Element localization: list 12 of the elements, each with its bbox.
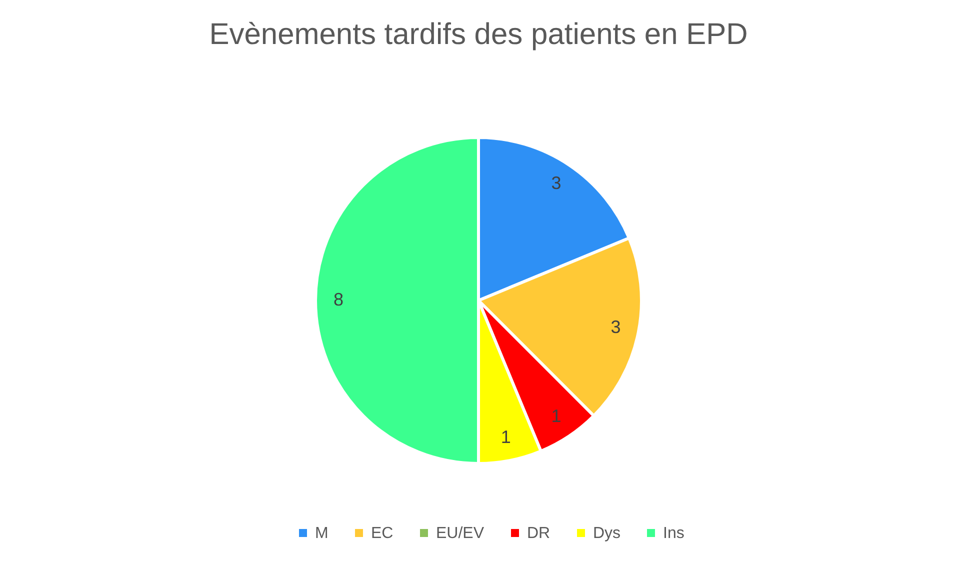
chart-title: Evènements tardifs des patients en EPD xyxy=(209,18,748,51)
legend-label: Dys xyxy=(593,525,621,542)
data-label: 3 xyxy=(551,173,562,194)
legend-label: M xyxy=(315,525,328,542)
data-label: 8 xyxy=(333,290,344,310)
legend-label: DR xyxy=(527,525,550,542)
legend-label: Ins xyxy=(663,525,684,542)
data-label: 1 xyxy=(551,406,562,426)
legend-label: EC xyxy=(371,525,394,542)
legend-label: EU/EV xyxy=(436,525,484,542)
data-label: 3 xyxy=(610,316,621,337)
data-label: 1 xyxy=(500,426,511,447)
